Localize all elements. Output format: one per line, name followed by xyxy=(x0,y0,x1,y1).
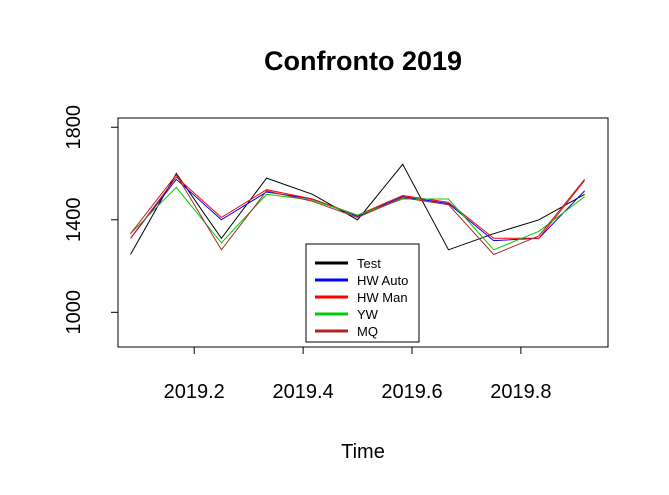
chart-title: Confronto 2019 xyxy=(264,46,462,76)
y-tick-label: 1400 xyxy=(63,198,85,243)
x-tick-label: 2019.6 xyxy=(381,381,442,403)
series-layer xyxy=(130,163,585,256)
legend-label: YW xyxy=(357,307,379,322)
series-line-test xyxy=(130,163,585,255)
y-axis: 1000 1400 1800 xyxy=(63,105,118,335)
x-tick-label: 2019.2 xyxy=(164,381,225,403)
x-axis-label: Time xyxy=(341,441,385,463)
legend: Test HW Auto HW Man YW MQ xyxy=(305,243,420,343)
x-axis: 2019.2 2019.4 2019.6 2019.8 xyxy=(164,347,551,403)
legend-label: Test xyxy=(357,256,381,271)
series-line-mq xyxy=(130,173,585,256)
y-tick-label: 1000 xyxy=(63,290,85,335)
x-tick-label: 2019.4 xyxy=(273,381,334,403)
legend-label: HW Man xyxy=(357,290,408,305)
series-line-hw-auto xyxy=(130,178,585,242)
plot-frame xyxy=(117,117,609,348)
y-tick-label: 1800 xyxy=(63,105,85,150)
legend-label: MQ xyxy=(357,324,378,339)
legend-label: HW Auto xyxy=(357,273,408,288)
series-line-hw-man xyxy=(130,176,585,239)
legend-box xyxy=(305,243,420,343)
x-tick-label: 2019.8 xyxy=(490,381,551,403)
